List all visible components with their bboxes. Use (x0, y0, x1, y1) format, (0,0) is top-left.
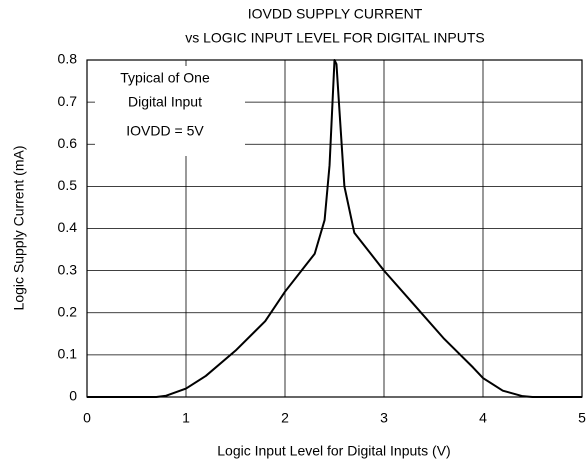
annotation: Digital Input (128, 94, 202, 110)
x-tick-label: 2 (281, 410, 289, 426)
x-tick-label: 0 (83, 410, 91, 426)
y-tick-label: 0.7 (58, 93, 78, 109)
y-tick-label: 0.2 (58, 303, 78, 319)
annotation-background (95, 66, 245, 156)
x-tick-label: 1 (182, 410, 190, 426)
annotation: Typical of One (120, 70, 210, 86)
x-tick-label: 4 (479, 410, 487, 426)
y-tick-label: 0.3 (58, 261, 78, 277)
chart-title: IOVDD SUPPLY CURRENT (248, 6, 423, 22)
x-tick-label: 5 (578, 410, 586, 426)
x-axis-label: Logic Input Level for Digital Inputs (V) (217, 443, 450, 459)
y-tick-label: 0.6 (58, 135, 78, 151)
annotation: IOVDD = 5V (126, 123, 204, 139)
x-tick-label: 3 (380, 410, 388, 426)
y-tick-label: 0.1 (58, 346, 78, 362)
y-tick-label: 0.5 (58, 177, 78, 193)
chart-title: vs LOGIC INPUT LEVEL FOR DIGITAL INPUTS (185, 30, 485, 46)
data-line (87, 59, 582, 398)
y-tick-label: 0.4 (58, 219, 78, 235)
y-axis-label: Logic Supply Current (mA) (11, 146, 27, 311)
y-tick-label: 0.8 (58, 51, 78, 67)
y-tick-label: 0 (69, 388, 77, 404)
